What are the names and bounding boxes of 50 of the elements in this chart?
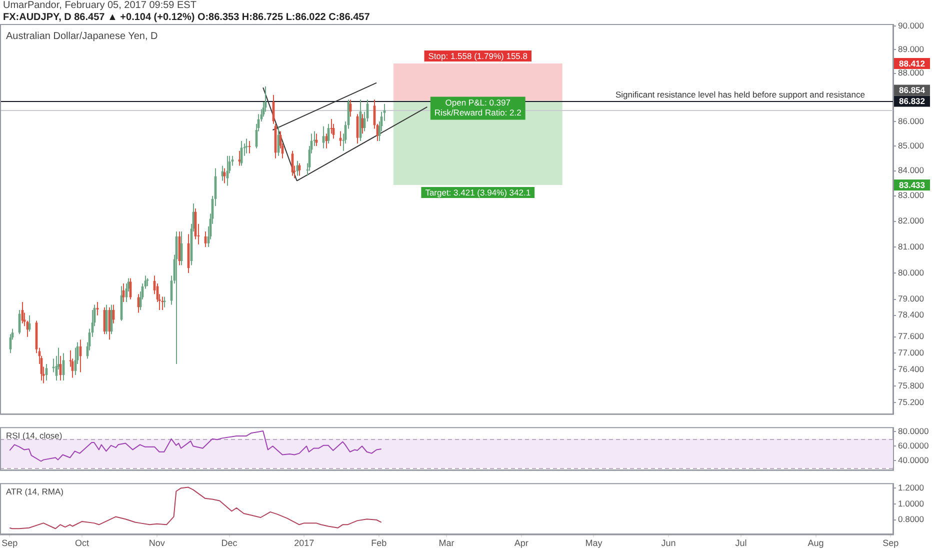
y-tick-label: 82.000 — [898, 216, 924, 226]
y-tick-label: 40.0000 — [898, 454, 929, 465]
x-tick-label: Nov — [148, 538, 166, 548]
y-tick-label: 84.000 — [898, 165, 924, 176]
band-label: Target: 3.421 (3.94%) 342.1 — [425, 187, 531, 198]
annotation: 86.854 — [899, 85, 926, 96]
chart-title: ATR (14, RMA) — [6, 486, 64, 497]
x-tick-label: Feb — [371, 538, 387, 548]
text: UmarPandor, February 05, 2017 09:59 EST — [3, 0, 198, 12]
annotation: 88.412 — [899, 58, 926, 68]
y-tick-label: 75.200 — [898, 397, 924, 408]
y-tick-label: 90.000 — [898, 20, 924, 31]
annotation: Risk/Reward Ratio: 2.2 — [434, 107, 522, 118]
y-tick-label: 77.600 — [898, 331, 924, 342]
y-tick-label: 76.400 — [898, 364, 924, 374]
x-tick-label: May — [585, 538, 603, 548]
y-tick-label: 0.8000 — [898, 514, 924, 524]
y-tick-label: 79.000 — [898, 294, 924, 304]
x-tick-label: 2017 — [294, 538, 314, 548]
y-tick-label: 60.0000 — [898, 440, 929, 450]
x-tick-label: Jul — [735, 538, 747, 548]
y-tick-label: 80.000 — [898, 267, 924, 278]
y-tick-label: 1.0000 — [898, 498, 924, 508]
ref-line-label: 86.832 — [899, 96, 926, 106]
y-tick-label: 75.800 — [898, 380, 924, 390]
y-tick-label: 1.2000 — [898, 482, 924, 492]
x-tick-label: Jun — [661, 538, 676, 548]
text: Australian Dollar/Japanese Yen, D — [6, 30, 158, 42]
y-tick-label: 83.000 — [898, 190, 924, 200]
x-tick-label: Oct — [75, 538, 90, 548]
x-tick-label: Aug — [808, 538, 824, 548]
y-tick-label: 81.000 — [898, 241, 924, 252]
y-tick-label: 89.000 — [898, 44, 924, 54]
annotation: Significant resistance level has held before support and resistance — [615, 89, 866, 100]
y-tick-label: 78.400 — [898, 310, 924, 320]
chart-title: RSI (14, close) — [6, 430, 62, 441]
band-label: Stop: 1.558 (1.79%) 155.8 — [428, 50, 528, 61]
chart-subtitle: FX:AUDJPY, D 86.457 ▲ +0.104 (+0.12%) O:86.353 H:86.725 L:86.022 C:86.457 — [3, 12, 370, 24]
y-tick-label: 80.0000 — [898, 426, 929, 436]
x-tick-label: Sep — [2, 538, 18, 548]
y-tick-label: 77.000 — [898, 347, 924, 358]
y-tick-label: 88.000 — [898, 68, 924, 78]
x-tick-label: Apr — [514, 538, 528, 548]
x-tick-label: Mar — [438, 538, 454, 548]
annotation: Open P&L: 0.397 — [445, 97, 511, 108]
annotation: 83.433 — [899, 180, 926, 190]
y-tick-label: 86.000 — [898, 116, 924, 126]
y-tick-label: 85.000 — [898, 140, 924, 150]
x-tick-label: Sep — [882, 538, 899, 548]
x-tick-label: Dec — [221, 538, 238, 548]
